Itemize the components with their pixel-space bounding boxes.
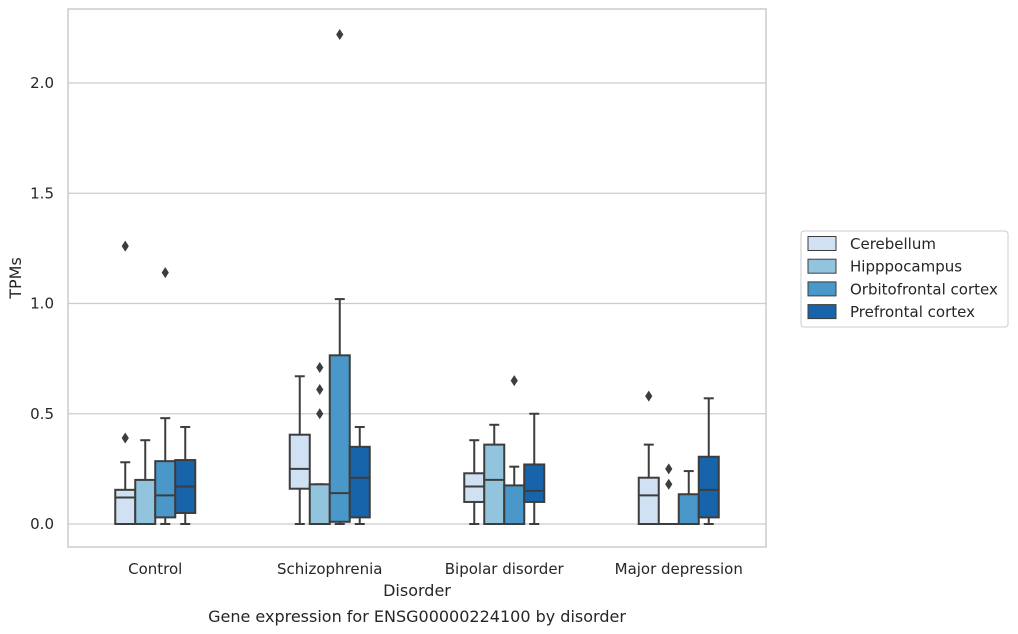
x-tick-label: Control <box>128 560 182 578</box>
box-iqr <box>503 484 526 526</box>
y-tick-label: 0.0 <box>30 515 54 533</box>
series-hipppocampus <box>134 361 680 526</box>
box-series-group <box>114 28 720 526</box>
y-tick-label: 1.0 <box>30 295 54 313</box>
legend-swatch <box>807 281 837 297</box>
outlier-point <box>336 28 344 40</box>
legend-item: Orbitofrontal cortex <box>807 280 998 298</box>
series-prefrontal-cortex <box>174 397 720 525</box>
outlier-point <box>161 267 169 279</box>
y-tick-labels: 0.0 0.5 1.0 1.5 2.0 <box>30 74 54 533</box>
series-orbitofrontal-cortex <box>154 28 700 526</box>
y-axis-title: TPMs <box>6 257 25 300</box>
series-cerebellum <box>114 240 660 526</box>
x-tick-labels: Control Schizophrenia Bipolar disorder Majo… <box>128 560 743 578</box>
box-iqr <box>463 472 486 503</box>
outlier-point <box>121 432 129 444</box>
x-tick-label: Schizophrenia <box>277 560 382 578</box>
box-iqr <box>637 476 660 526</box>
box-iqr <box>288 433 311 490</box>
legend: Cerebellum Hipppocampus Orbitofrontal cort… <box>800 230 1009 328</box>
outlier-point <box>665 463 673 475</box>
legend-label: Hipppocampus <box>850 258 962 276</box>
outlier-point <box>665 478 673 490</box>
outlier-point <box>510 375 518 387</box>
legend-swatch <box>807 236 837 251</box>
legend-frame <box>800 230 1009 328</box>
outlier-point <box>316 383 324 395</box>
legend-label: Orbitofrontal cortex <box>850 280 998 298</box>
box-plot <box>328 28 351 525</box>
legend-label: Cerebellum <box>850 235 936 253</box>
box-iqr <box>483 443 506 525</box>
legend-swatch <box>807 258 837 274</box>
box-iqr <box>134 478 157 525</box>
box-plot <box>154 267 177 525</box>
box-plot <box>288 375 311 525</box>
y-tick-label: 2.0 <box>30 74 54 92</box>
box-plot <box>657 463 680 526</box>
x-tick-label: Major depression <box>615 560 743 578</box>
y-tick-label: 1.5 <box>30 184 54 202</box>
box-plot <box>483 423 506 525</box>
box-plot <box>308 361 331 525</box>
box-iqr <box>523 463 546 503</box>
legend-item: Cerebellum <box>807 235 936 253</box>
outlier-point <box>121 240 129 252</box>
box-plot <box>114 240 137 526</box>
legend-item: Hipppocampus <box>807 258 962 276</box>
box-plot <box>503 375 526 526</box>
outlier-point <box>316 361 324 373</box>
plot-frame <box>67 8 767 548</box>
legend-swatch <box>807 304 837 320</box>
box-plot <box>174 425 197 525</box>
box-plot <box>523 412 546 525</box>
box-iqr <box>328 354 351 523</box>
box-plot <box>697 397 720 525</box>
box-iqr <box>677 493 700 526</box>
box-plot <box>348 425 371 525</box>
box-iqr <box>697 455 720 519</box>
legend-item: Prefrontal cortex <box>807 303 975 321</box>
outlier-point <box>316 408 324 420</box>
chart-caption: Gene expression for ENSG00000224100 by d… <box>208 607 626 626</box>
legend-label: Prefrontal cortex <box>850 303 975 321</box>
y-tick-label: 0.5 <box>30 405 54 423</box>
x-tick-label: Bipolar disorder <box>445 560 565 578</box>
outlier-point <box>645 390 653 402</box>
x-axis-title: Disorder <box>383 581 451 600</box>
box-plot <box>677 470 700 526</box>
box-iqr <box>114 488 137 526</box>
box-iqr <box>348 445 371 519</box>
box-iqr <box>308 483 331 525</box>
box-iqr <box>154 460 177 519</box>
legend-items: Cerebellum Hipppocampus Orbitofrontal cort… <box>807 235 998 321</box>
box-plot <box>637 390 660 526</box>
